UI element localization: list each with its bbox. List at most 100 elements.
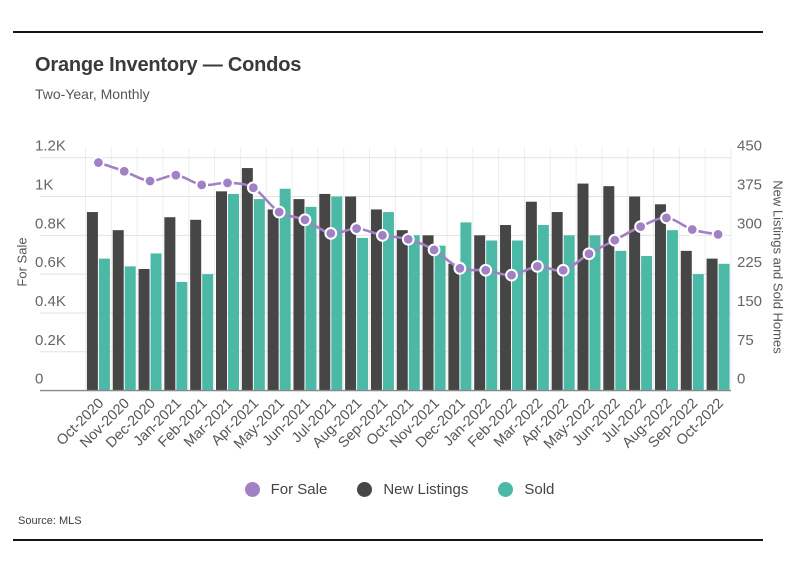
for-sale-point — [272, 205, 286, 219]
legend-item-for-sale: For Sale — [244, 481, 328, 498]
bar-sold — [460, 222, 472, 391]
bar-sold — [124, 266, 136, 391]
bar-sold — [512, 240, 524, 391]
bar-new-listings — [345, 196, 357, 391]
for-sale-point — [376, 228, 389, 242]
bar-new-listings — [448, 263, 460, 391]
for-sale-point — [143, 174, 157, 188]
bar-new-listings — [370, 209, 382, 391]
bar-new-listings — [422, 235, 434, 391]
bar-sold — [279, 188, 291, 391]
bar-sold — [150, 253, 162, 391]
left-axis-title: For Sale — [14, 237, 30, 287]
y-axis-tick-left: 0.2K — [35, 332, 66, 349]
bar-new-listings — [525, 201, 537, 391]
bar-sold — [382, 212, 394, 391]
chart-canvas: 0 0 0.2K 75 0.4K 150 0.6K 225 0.8K 300 1K 375 1.2K 45… — [35, 138, 762, 453]
legend-label-for-sale: For Sale — [270, 481, 328, 498]
bar-new-listings — [551, 212, 563, 391]
for-sale-point — [582, 247, 596, 261]
bar-new-listings — [680, 250, 692, 391]
for-sale-point — [530, 259, 544, 273]
bar-sold — [589, 235, 601, 391]
legend-swatch-sold — [498, 482, 514, 497]
bar-new-listings — [267, 209, 279, 391]
bar-sold — [98, 258, 110, 391]
chart-subtitle: Two-Year, Monthly — [35, 86, 150, 102]
y-axis-tick-left: 1K — [35, 177, 53, 194]
bar-sold — [228, 193, 240, 391]
for-sale-point — [479, 263, 493, 277]
bar-new-listings — [577, 183, 589, 391]
for-sale-point — [221, 176, 234, 190]
chart-legend: For Sale New Listings Sold — [0, 481, 799, 498]
source-note: Source: MLS — [18, 515, 82, 527]
y-axis-tick-right: 225 — [737, 254, 762, 271]
bar-sold — [253, 199, 265, 391]
bar-new-listings — [138, 268, 150, 391]
bar-new-listings — [396, 230, 408, 391]
legend-item-sold: Sold — [498, 481, 554, 498]
for-sale-point — [401, 232, 415, 246]
y-axis-tick-left: 0 — [35, 371, 43, 388]
legend-label-sold: Sold — [524, 481, 555, 498]
for-sale-point — [505, 268, 518, 282]
bar-sold — [486, 240, 498, 391]
for-sale-point — [685, 223, 699, 236]
for-sale-point — [660, 211, 673, 225]
chart-title: Orange Inventory — Condos — [35, 54, 302, 76]
y-axis-tick-right: 150 — [737, 293, 762, 310]
for-sale-point — [350, 222, 364, 235]
bar-sold — [331, 196, 343, 391]
for-sale-point — [169, 168, 183, 182]
bar-new-listings — [319, 193, 331, 391]
bar-sold — [563, 235, 575, 391]
bar-sold — [666, 230, 678, 391]
bar-new-listings — [86, 212, 98, 391]
y-axis-tick-left: 1.2K — [35, 138, 66, 155]
y-axis-tick-right: 75 — [737, 332, 754, 349]
y-axis-tick-right: 300 — [737, 215, 762, 232]
for-sale-point — [427, 243, 441, 257]
for-sale-point — [298, 213, 312, 227]
bar-sold — [305, 206, 317, 391]
y-axis-tick-right: 0 — [737, 371, 745, 388]
bar-new-listings — [190, 219, 202, 391]
for-sale-point — [634, 220, 648, 233]
bar-sold — [718, 263, 730, 391]
bar-sold — [615, 250, 627, 391]
for-sale-point — [608, 233, 622, 247]
for-sale-point — [324, 226, 338, 240]
for-sale-point — [246, 181, 260, 195]
bar-new-listings — [293, 199, 305, 391]
for-sale-point — [711, 227, 725, 241]
bar-new-listings — [474, 235, 486, 391]
bar-sold — [434, 245, 446, 391]
for-sale-point — [453, 261, 467, 275]
bar-sold — [176, 281, 188, 391]
right-axis-title: New Listings and Sold Homes — [770, 180, 786, 354]
bottom-divider — [13, 539, 763, 541]
legend-swatch-new-listings — [357, 482, 373, 497]
bar-new-listings — [706, 258, 718, 391]
bar-new-listings — [216, 191, 228, 391]
bar-sold — [408, 235, 420, 391]
y-axis-tick-left: 0.4K — [35, 293, 66, 310]
for-sale-point — [117, 164, 131, 178]
y-axis-tick-right: 450 — [737, 138, 762, 155]
y-axis-tick-left: 0.8K — [35, 215, 66, 232]
bar-sold — [641, 256, 653, 391]
bar-new-listings — [500, 224, 512, 391]
bar-new-listings — [164, 217, 176, 391]
y-axis-tick-right: 375 — [737, 177, 762, 194]
bar-new-listings — [603, 186, 615, 391]
y-axis-tick-left: 0.6K — [35, 254, 66, 271]
legend-swatch-for-sale — [244, 482, 260, 497]
bar-sold — [202, 274, 214, 391]
bar-new-listings — [241, 168, 253, 391]
legend-item-new-listings: New Listings — [357, 481, 468, 498]
top-divider — [13, 31, 763, 33]
bar-new-listings — [654, 204, 666, 391]
legend-label-new-listings: New Listings — [383, 481, 469, 498]
